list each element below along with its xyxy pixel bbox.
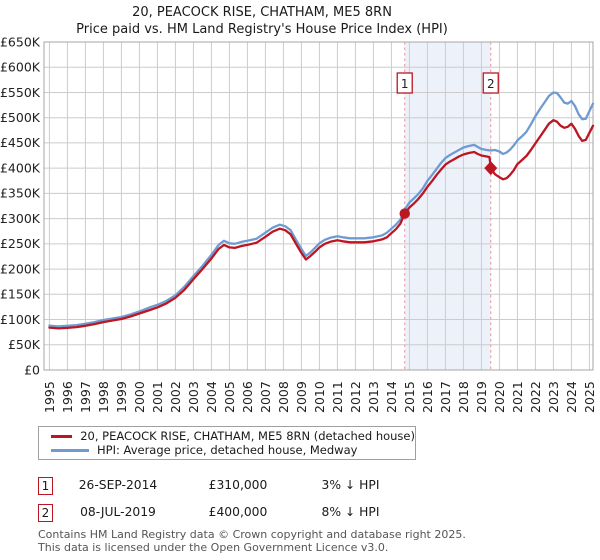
x-axis-tick-label: 2024	[564, 381, 579, 413]
y-axis-tick-label: £550K	[0, 85, 41, 100]
x-axis-tick-label: 2012	[348, 381, 363, 413]
footer-line-2: This data is licensed under the Open Gov…	[38, 540, 389, 554]
x-axis-tick-label: 2002	[168, 381, 183, 413]
x-axis-tick-label: 2001	[150, 381, 165, 413]
x-axis-tick-label: 2005	[222, 381, 237, 413]
x-axis-tick-label: 2004	[204, 381, 219, 413]
x-axis-tick-label: 2016	[420, 381, 435, 413]
sale-1-price: £310,000	[208, 478, 268, 492]
sale-label-box	[482, 72, 499, 94]
sale-2-number-badge: 2	[38, 504, 53, 522]
x-axis-tick-label: 2009	[294, 381, 309, 413]
property-price-line	[48, 119, 595, 330]
page-title: 20, PEACOCK RISE, CHATHAM, ME5 8RN	[132, 5, 392, 20]
x-axis-tick-label: 2013	[366, 381, 381, 413]
y-axis-tick-label: £600K	[0, 60, 41, 75]
y-axis-tick-label: £100K	[0, 312, 41, 327]
sale-1-marker	[399, 208, 410, 219]
sale-annotation-row-2: 2 08-JUL-2019 £400,000 8% ↓ HPI	[0, 504, 600, 524]
sale-annotation-row-1: 1 26-SEP-2014 £310,000 3% ↓ HPI	[0, 477, 600, 497]
x-axis-tick-label: 2000	[132, 381, 147, 413]
legend-label-property: 20, PEACOCK RISE, CHATHAM, ME5 8RN (deta…	[80, 429, 415, 443]
y-axis-tick-label: £0	[24, 362, 40, 377]
y-axis-tick-label: £650K	[0, 34, 41, 49]
x-axis-tick-label: 2020	[492, 381, 507, 413]
sale-2-vs-hpi: 8% ↓ HPI	[321, 505, 380, 519]
footer-line-1: Contains HM Land Registry data © Crown c…	[38, 528, 466, 541]
y-axis-tick-label: £350K	[0, 186, 41, 201]
y-axis-tick-label: £300K	[0, 211, 41, 226]
y-axis-tick-label: £200K	[0, 261, 41, 276]
hpi-line-swatch	[51, 448, 89, 452]
legend-item-hpi: HPI: Average price, detached house, Medw…	[39, 443, 415, 457]
y-axis-tick-label: £400K	[0, 160, 41, 175]
sale-2-price: £400,000	[208, 505, 268, 519]
hpi-line	[48, 91, 595, 328]
x-axis-tick-label: 2014	[384, 381, 399, 413]
plot-frame	[43, 41, 594, 371]
x-axis-tick-label: 2021	[510, 381, 525, 413]
x-axis-tick-label: 1999	[114, 381, 129, 413]
sale-1-vs-hpi: 3% ↓ HPI	[321, 478, 380, 492]
property-line-swatch	[51, 434, 73, 438]
sale-label-number: 2	[487, 77, 495, 91]
y-axis-tick-label: £250K	[0, 236, 41, 251]
x-axis-tick-label: 2015	[402, 381, 417, 413]
legend-item-property: 20, PEACOCK RISE, CHATHAM, ME5 8RN (deta…	[39, 429, 415, 443]
x-axis-tick-label: 2006	[240, 381, 255, 413]
x-axis-tick-label: 1995	[42, 381, 57, 413]
sale-2-marker	[484, 161, 498, 176]
x-axis-tick-label: 2019	[474, 381, 489, 413]
sale-1-number-badge: 1	[38, 477, 53, 495]
x-axis-tick-label: 1996	[60, 381, 75, 413]
x-axis-tick-label: 2011	[330, 381, 345, 413]
legend-label-hpi: HPI: Average price, detached house, Medw…	[97, 443, 358, 457]
x-axis-tick-label: 1997	[78, 381, 93, 413]
y-axis-tick-label: £150K	[0, 287, 41, 302]
x-axis-tick-label: 2007	[258, 381, 273, 413]
x-axis-tick-label: 2010	[312, 381, 327, 413]
sale-1-date: 26-SEP-2014	[78, 478, 158, 492]
sale-label-number: 1	[401, 77, 409, 91]
x-axis-tick-label: 2022	[528, 381, 543, 413]
x-axis-tick-label: 2018	[456, 381, 471, 413]
y-axis-tick-label: £450K	[0, 135, 41, 150]
x-axis-tick-label: 2023	[546, 381, 561, 413]
copyright-footer: Contains HM Land Registry data © Crown c…	[38, 528, 466, 554]
x-axis-tick-label: 2003	[186, 381, 201, 413]
price-history-chart: 1 2 £0 £50K £100K £150K £200K £250K £300K £350K £4…	[0, 34, 597, 413]
chart-legend: 20, PEACOCK RISE, CHATHAM, ME5 8RN (deta…	[38, 426, 416, 460]
y-axis-tick-label: £50K	[8, 337, 41, 352]
x-axis-tick-label: 2008	[276, 381, 291, 413]
x-axis-tick-label: 2017	[438, 381, 453, 413]
sale-label-box	[396, 72, 413, 94]
x-axis-tick-label: 2025	[582, 381, 597, 413]
sale-2-date: 08-JUL-2019	[80, 505, 156, 519]
x-axis-tick-label: 1998	[96, 381, 111, 413]
between-sales-shading	[404, 42, 491, 370]
page-subtitle: Price paid vs. HM Land Registry's House …	[76, 22, 448, 37]
y-axis-tick-label: £500K	[0, 110, 41, 125]
